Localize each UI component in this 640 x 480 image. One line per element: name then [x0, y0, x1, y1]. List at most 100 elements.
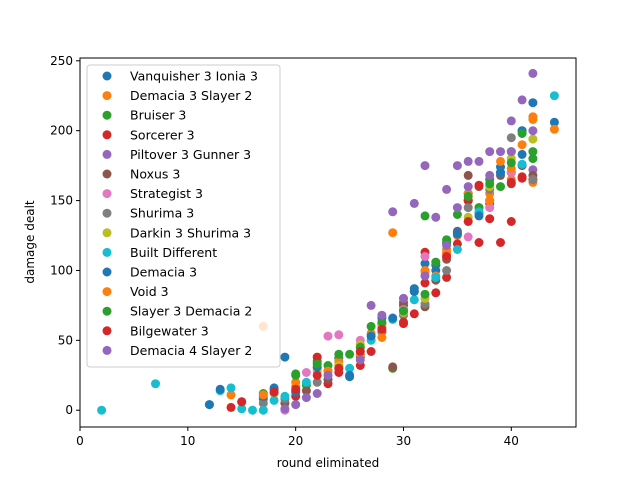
data-point: [452, 245, 462, 254]
y-axis-ticks: 0 50 100 150 200 250: [50, 54, 80, 417]
legend-marker: [102, 306, 112, 316]
data-point: [409, 286, 419, 296]
data-point: [291, 400, 301, 410]
legend-marker: [102, 169, 112, 179]
data-point: [388, 313, 398, 323]
data-point: [528, 126, 538, 136]
data-point: [388, 228, 398, 238]
data-point: [204, 400, 214, 410]
legend-label: Piltover 3 Gunner 3: [130, 147, 251, 162]
legend-label: Darkin 3 Shurima 3: [130, 225, 251, 240]
legend-label: Bruiser 3: [130, 108, 186, 123]
data-point: [269, 395, 279, 405]
data-point: [517, 173, 527, 183]
data-point: [549, 117, 559, 127]
data-point: [452, 229, 462, 239]
data-point: [528, 115, 538, 124]
data-point: [269, 387, 279, 397]
data-point: [280, 352, 290, 362]
x-tick-label: 40: [504, 434, 519, 448]
x-tick-label: 20: [288, 434, 303, 448]
legend-label: Slayer 3 Demacia 2: [130, 304, 252, 319]
data-point: [215, 384, 225, 394]
legend-label: Built Different: [130, 245, 217, 260]
data-point: [399, 317, 408, 327]
x-tick-label: 0: [76, 434, 84, 448]
legend-label: Strategist 3: [130, 186, 203, 201]
data-point: [377, 324, 387, 334]
data-point: [506, 177, 516, 187]
legend-marker: [102, 287, 112, 297]
data-point: [517, 129, 527, 138]
data-point: [452, 161, 462, 171]
data-point: [301, 393, 311, 403]
data-point: [420, 289, 430, 299]
data-point: [226, 402, 236, 412]
x-axis-ticks: 0 10 20 30 40: [76, 427, 519, 448]
data-point: [280, 404, 290, 414]
y-tick-label: 200: [50, 124, 73, 138]
legend-label: Vanquisher 3 Ionia 3: [130, 69, 258, 84]
legend-marker: [102, 110, 112, 120]
y-axis-label: damage dealt: [23, 200, 37, 284]
data-point: [506, 133, 516, 143]
legend-marker: [102, 267, 112, 277]
data-point: [528, 154, 538, 164]
data-point: [258, 390, 268, 400]
data-point: [528, 98, 538, 108]
data-point: [258, 405, 268, 415]
data-point: [291, 369, 301, 379]
data-point: [452, 210, 462, 219]
data-point: [420, 161, 430, 171]
data-point: [442, 266, 452, 275]
plot-frame: [79, 57, 577, 428]
data-point: [226, 390, 236, 400]
data-point: [377, 310, 387, 320]
data-point: [420, 278, 430, 288]
data-point: [452, 203, 462, 213]
data-point: [496, 238, 505, 247]
data-point: [496, 182, 505, 192]
data-point: [388, 362, 398, 372]
data-point: [528, 147, 538, 157]
data-point: [496, 147, 505, 157]
y-tick-label: 250: [50, 54, 73, 68]
data-point: [280, 391, 290, 401]
legend-marker: [102, 130, 112, 140]
data-point: [377, 333, 387, 342]
legend-marker: [102, 247, 112, 257]
data-point: [431, 257, 441, 267]
data-point: [345, 370, 355, 380]
data-point: [463, 232, 473, 242]
data-point: [549, 91, 559, 101]
data-point: [463, 170, 473, 180]
data-point: [377, 317, 387, 327]
data-point: [485, 214, 495, 224]
legend-marker: [102, 91, 112, 101]
data-point: [442, 184, 452, 194]
data-point: [517, 149, 527, 159]
data-point: [463, 191, 473, 201]
data-point: [312, 359, 322, 369]
x-tick-label: 30: [396, 434, 411, 448]
data-point: [431, 212, 441, 222]
data-point: [506, 217, 516, 226]
data-point: [485, 196, 495, 206]
y-tick-label: 50: [58, 333, 73, 347]
data-point: [485, 203, 495, 213]
legend-marker: [102, 228, 112, 238]
data-point: [485, 179, 495, 189]
data-point: [549, 124, 559, 134]
legend-marker: [102, 189, 112, 199]
data-point: [366, 331, 376, 341]
data-point: [237, 397, 247, 407]
data-point: [506, 147, 516, 157]
y-tick-label: 150: [50, 194, 73, 208]
legend-label: Demacia 3: [130, 265, 197, 280]
data-point: [312, 377, 322, 387]
data-point: [388, 207, 398, 217]
data-point: [355, 347, 365, 356]
y-tick-label: 0: [65, 403, 73, 417]
data-point: [485, 170, 495, 180]
data-point: [151, 379, 160, 389]
